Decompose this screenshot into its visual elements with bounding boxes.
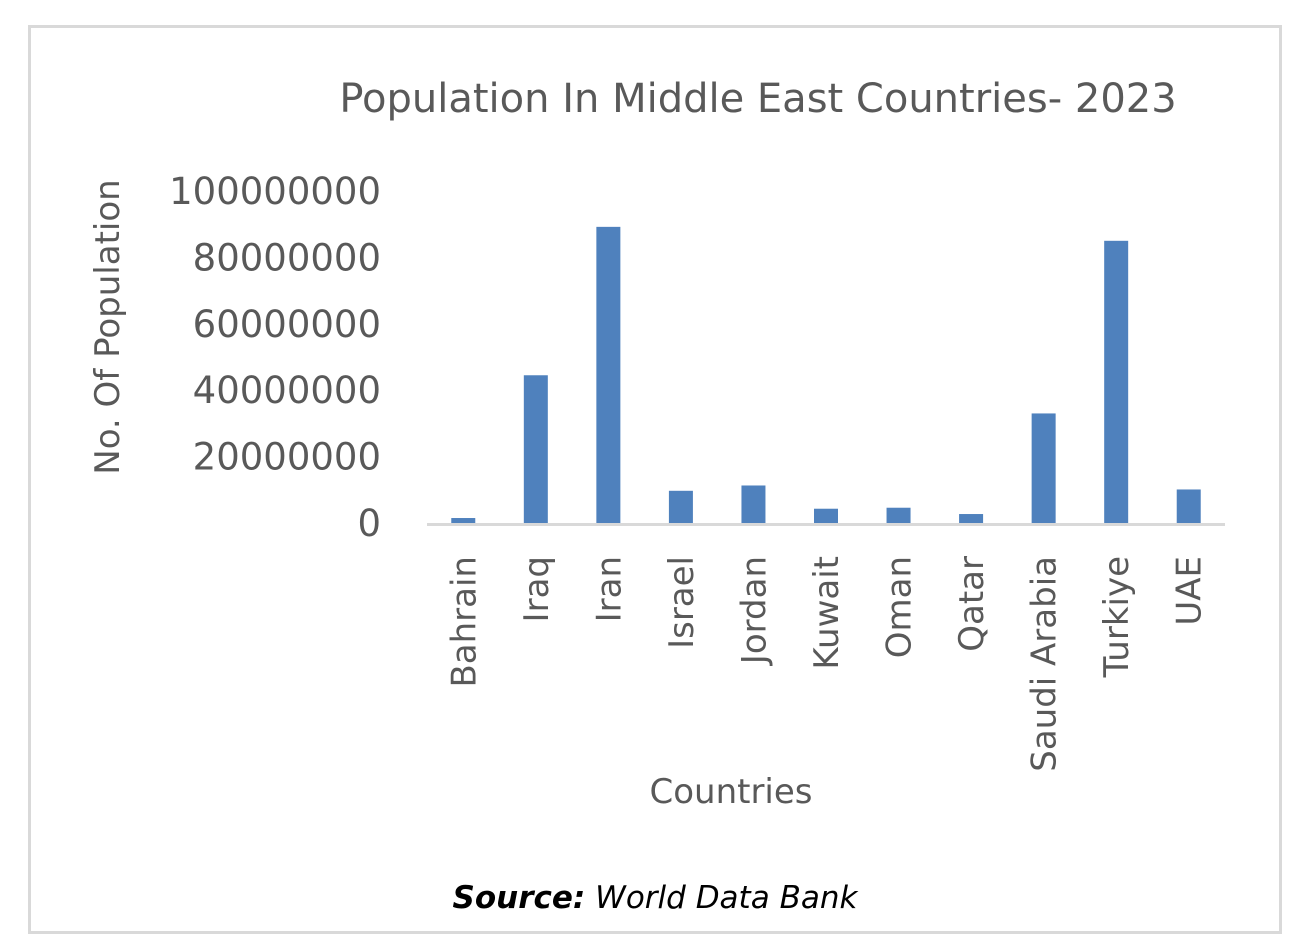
x-tick-label: Qatar: [952, 556, 992, 652]
source-note: Source: World Data Bank: [0, 880, 1310, 916]
x-tick-label: Bahrain: [444, 556, 484, 688]
x-axis-label: Countries: [649, 772, 812, 812]
bar-qatar: [959, 514, 984, 523]
y-tick-label: 60000000: [193, 303, 381, 346]
y-tick-label: 80000000: [193, 236, 381, 279]
bar-uae: [1176, 489, 1201, 523]
y-axis-label: No. Of Population: [88, 179, 128, 474]
x-tick-label: Kuwait: [807, 556, 847, 670]
bar-iraq: [523, 375, 548, 523]
bar-israel: [668, 490, 693, 523]
y-tick-label: 0: [357, 502, 381, 545]
x-tick-label: Saudi Arabia: [1025, 556, 1065, 772]
x-tick-label: Iran: [589, 556, 629, 622]
x-tick-label: Oman: [880, 556, 920, 658]
chart-title: Population In Middle East Countries- 202…: [339, 76, 1176, 122]
source-text: World Data Bank: [585, 880, 858, 916]
x-tick-label: Jordan: [734, 556, 774, 666]
x-tick-label: Israel: [662, 556, 702, 649]
bar-bahrain: [451, 518, 476, 523]
bar-saudi-arabia: [1031, 413, 1056, 523]
bar-jordan: [741, 485, 766, 523]
x-tick-label: Iraq: [517, 556, 557, 622]
source-label: Source:: [452, 880, 586, 916]
bar-iran: [596, 226, 621, 523]
bar-turkiye: [1104, 240, 1129, 524]
chart-frame: [28, 25, 1282, 934]
y-tick-label: 100000000: [169, 170, 381, 213]
bar-kuwait: [814, 508, 838, 523]
x-tick-label: UAE: [1170, 556, 1210, 626]
y-tick-label: 40000000: [193, 369, 381, 412]
x-tick-label: Turkiye: [1097, 556, 1137, 678]
y-tick-label: 20000000: [193, 436, 381, 479]
bar-oman: [886, 507, 911, 523]
